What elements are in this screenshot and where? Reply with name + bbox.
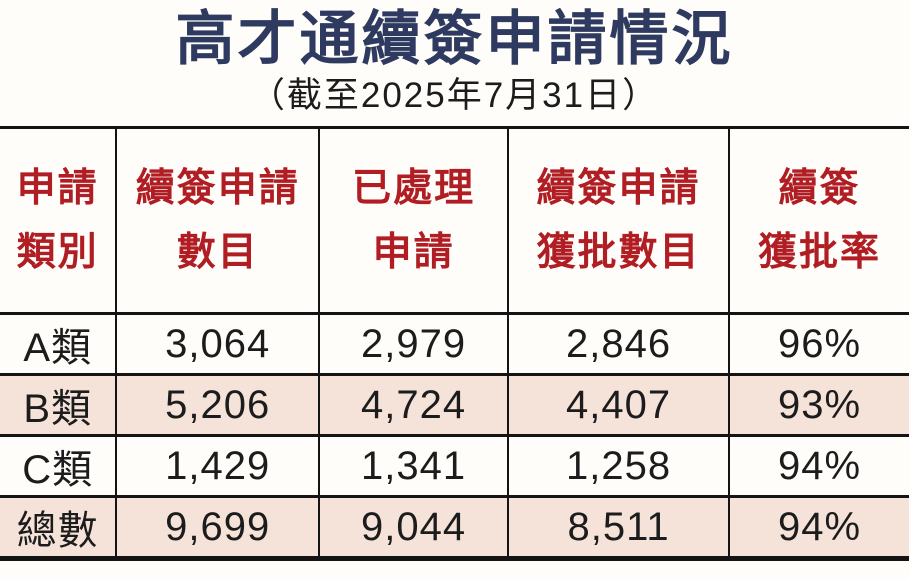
cell-approval-rate: 94% <box>727 435 909 497</box>
col-header-approval-rate: 續簽 獲批率 <box>727 127 909 314</box>
cell-category: B類 <box>23 387 93 432</box>
cell-renewal-applications: 5,206 <box>115 374 320 436</box>
cell-processed-applications: 4,724 <box>318 374 509 436</box>
col-header-renewal-applications: 續簽申請 數目 <box>115 127 320 314</box>
cell-renewal-applications: 9,699 <box>115 496 320 559</box>
table-row-category-b: B類 5,206 4,724 4,407 93% <box>0 374 909 436</box>
table-header-row: 申請 類別 續簽申請 數目 已處理 申請 續簽申請 獲批數目 續簽 獲批率 <box>0 127 909 314</box>
table-row-category-a: A類 3,064 2,979 2,846 96% <box>0 313 909 375</box>
cell-category: 總數 <box>16 509 99 554</box>
cell-processed-applications: 9,044 <box>318 496 509 559</box>
renewal-statistics-table: 申請 類別 續簽申請 數目 已處理 申請 續簽申請 獲批數目 續簽 獲批率 A類… <box>0 126 909 562</box>
page-title: 高才通續簽申請情況 <box>175 6 734 72</box>
col-header-category: 申請 類別 <box>16 166 99 274</box>
cell-approved-applications: 8,511 <box>507 496 729 559</box>
cell-renewal-applications: 1,429 <box>115 435 320 497</box>
page-subtitle: （截至2025年7月31日） <box>249 75 660 115</box>
table-row-total: 總數 9,699 9,044 8,511 94% <box>0 496 909 559</box>
cell-approved-applications: 1,258 <box>507 435 729 497</box>
cell-category: A類 <box>23 326 93 371</box>
cell-renewal-applications: 3,064 <box>115 313 320 375</box>
cell-approved-applications: 4,407 <box>507 374 729 436</box>
cell-category: C類 <box>22 448 94 493</box>
cell-approval-rate: 94% <box>727 496 909 559</box>
col-header-approved-applications: 續簽申請 獲批數目 <box>507 127 729 314</box>
cell-approval-rate: 96% <box>727 313 909 375</box>
cell-approved-applications: 2,846 <box>507 313 729 375</box>
col-header-processed-applications: 已處理 申請 <box>318 127 509 314</box>
cell-approval-rate: 93% <box>727 374 909 436</box>
table-row-category-c: C類 1,429 1,341 1,258 94% <box>0 435 909 497</box>
cell-processed-applications: 1,341 <box>318 435 509 497</box>
cell-processed-applications: 2,979 <box>318 313 509 375</box>
